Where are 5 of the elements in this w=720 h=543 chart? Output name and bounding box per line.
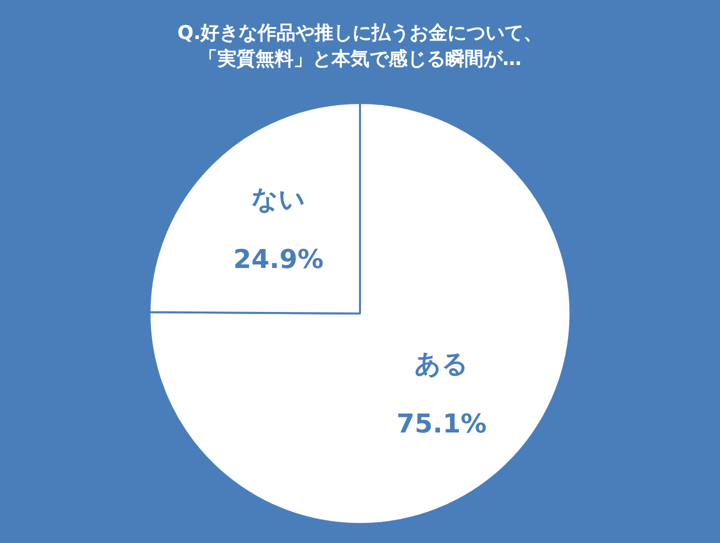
data-label: 75.1%	[396, 409, 487, 440]
slice-label: ある	[414, 349, 469, 380]
slice-label: ない	[251, 185, 306, 216]
chart-title: Q.好きな作品や推しに払うお金について、「実質無料」と本気で感じる瞬間が…	[176, 21, 544, 72]
data-label: 24.9%	[233, 245, 324, 276]
